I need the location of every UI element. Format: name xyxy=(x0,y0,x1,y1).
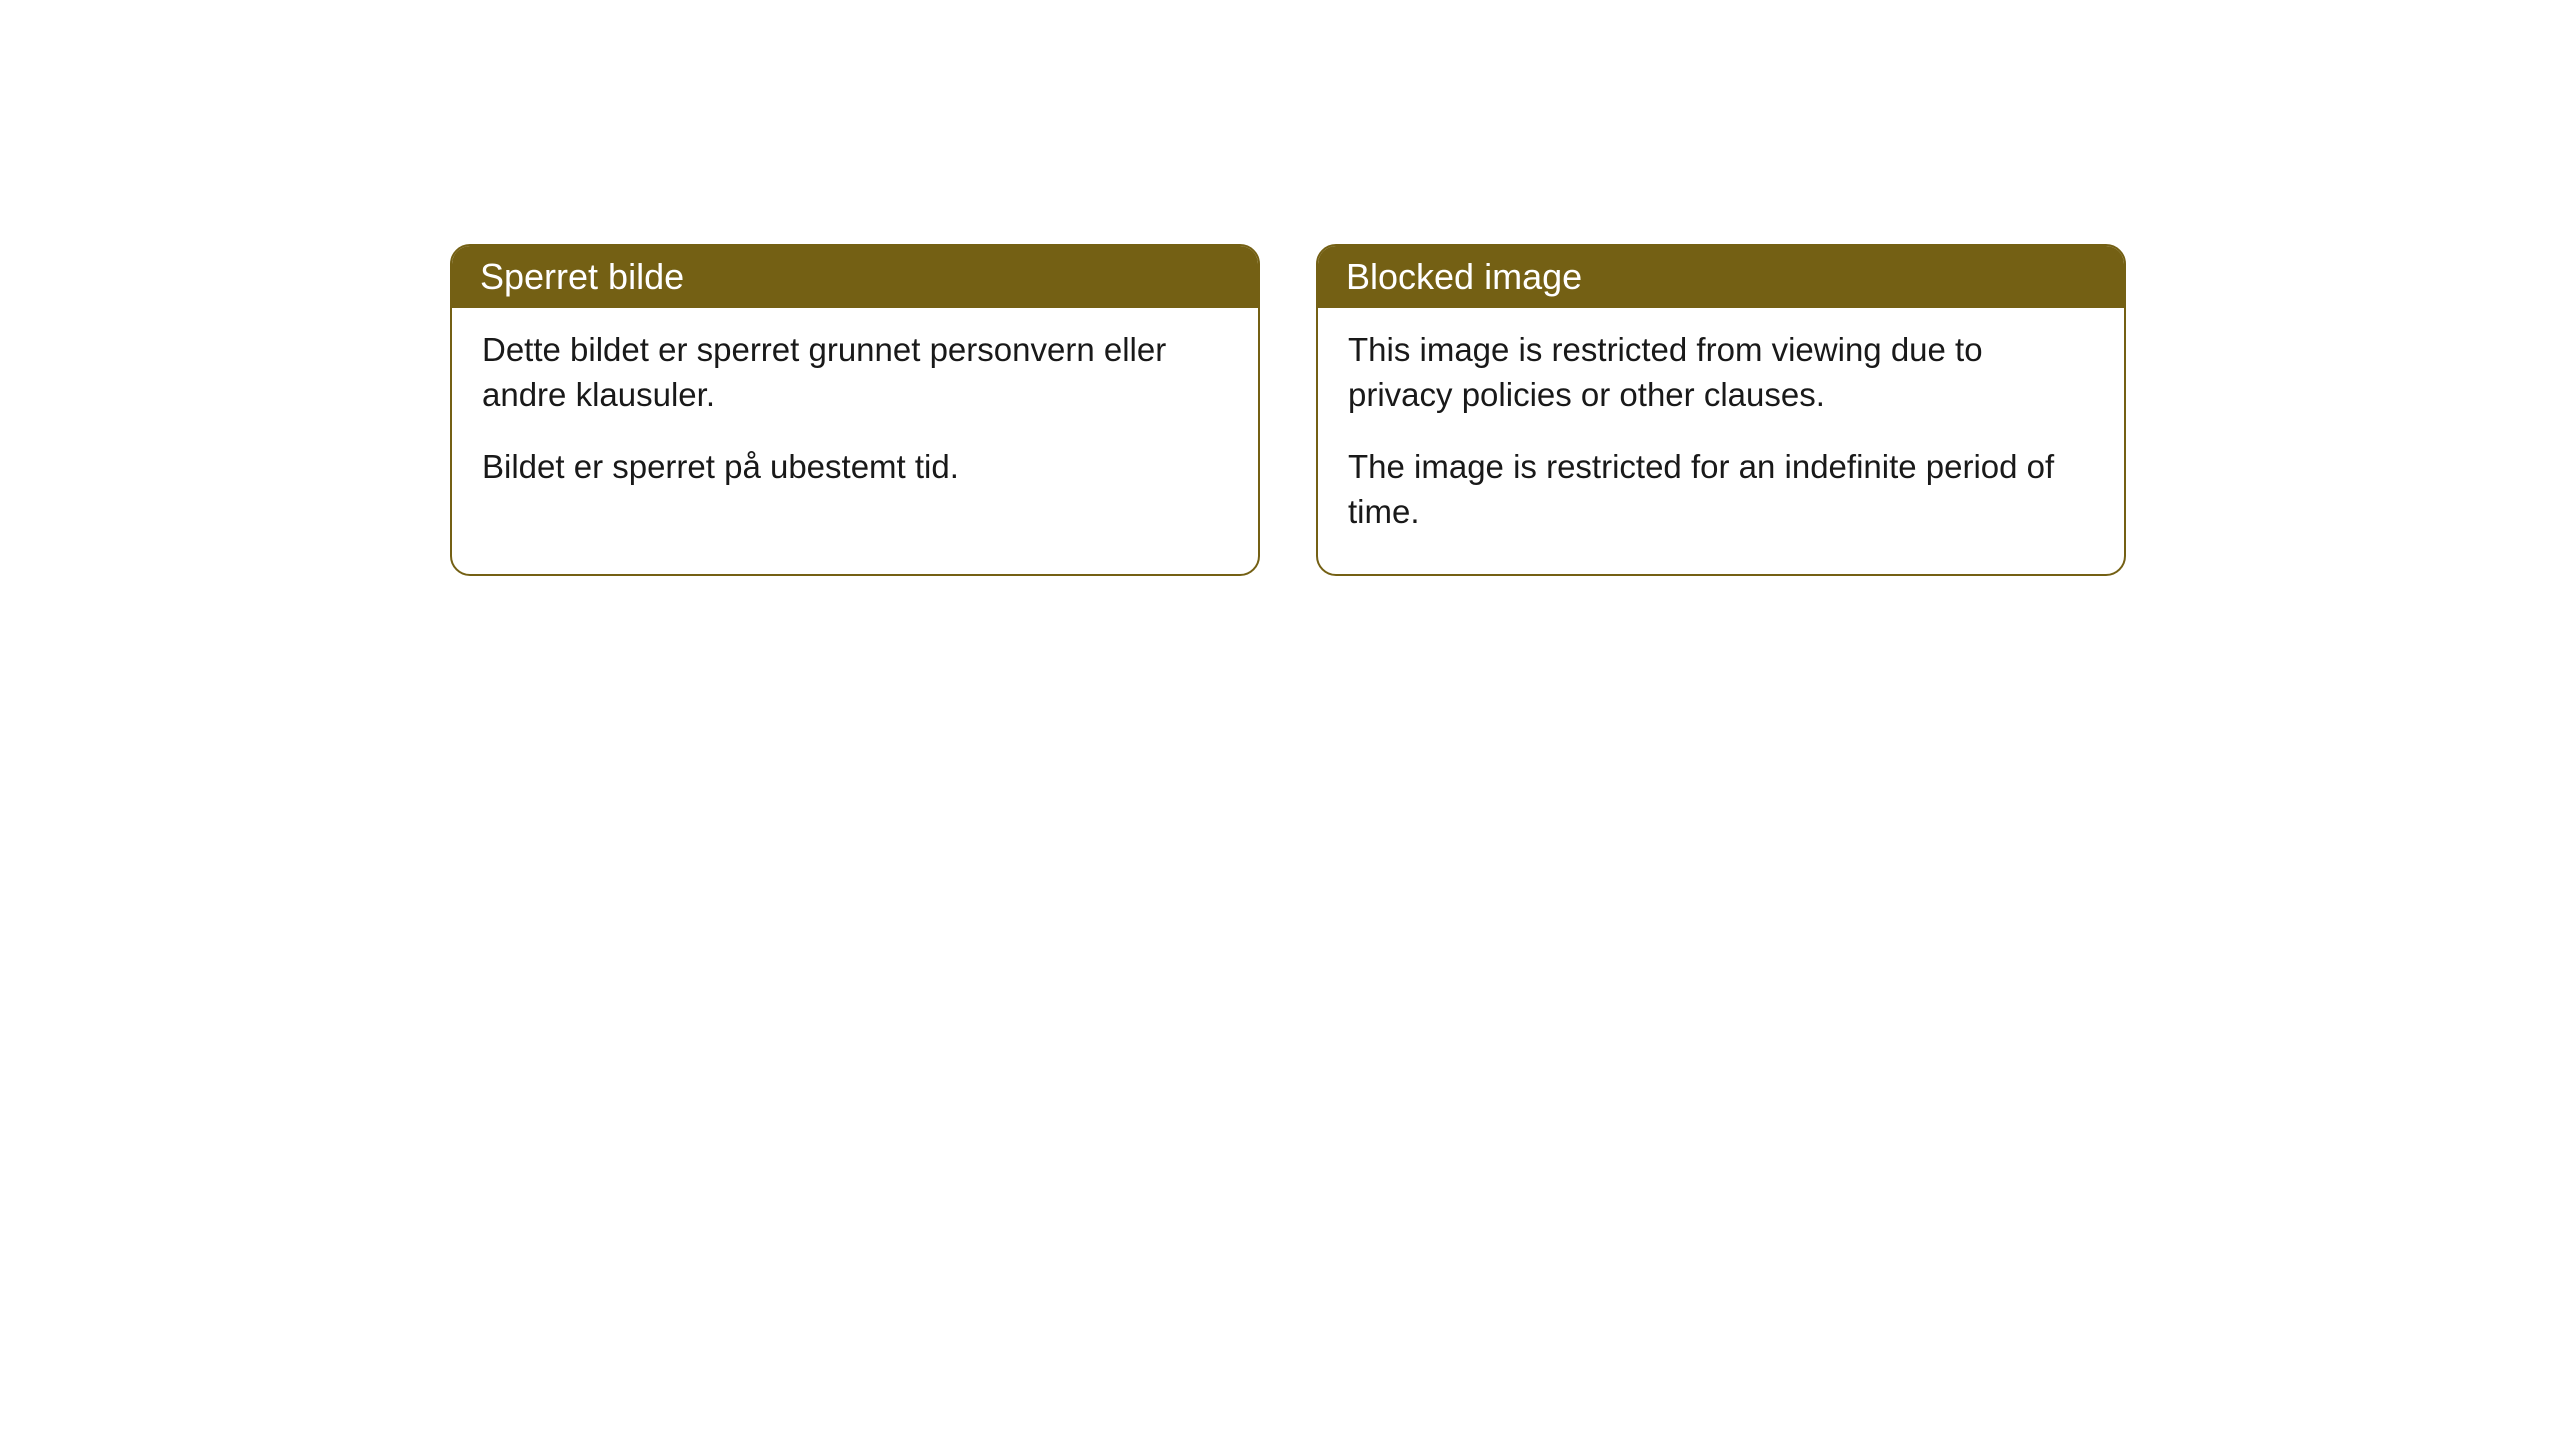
card-paragraph-2-norwegian: Bildet er sperret på ubestemt tid. xyxy=(482,445,1228,490)
card-title-norwegian: Sperret bilde xyxy=(480,256,684,297)
card-header-norwegian: Sperret bilde xyxy=(452,246,1258,308)
cards-container: Sperret bilde Dette bildet er sperret gr… xyxy=(450,244,2126,576)
card-paragraph-1-norwegian: Dette bildet er sperret grunnet personve… xyxy=(482,328,1228,417)
card-title-english: Blocked image xyxy=(1346,256,1582,297)
card-body-norwegian: Dette bildet er sperret grunnet personve… xyxy=(452,308,1258,530)
card-paragraph-1-english: This image is restricted from viewing du… xyxy=(1348,328,2094,417)
card-english: Blocked image This image is restricted f… xyxy=(1316,244,2126,576)
card-norwegian: Sperret bilde Dette bildet er sperret gr… xyxy=(450,244,1260,576)
card-header-english: Blocked image xyxy=(1318,246,2124,308)
card-body-english: This image is restricted from viewing du… xyxy=(1318,308,2124,574)
card-paragraph-2-english: The image is restricted for an indefinit… xyxy=(1348,445,2094,534)
